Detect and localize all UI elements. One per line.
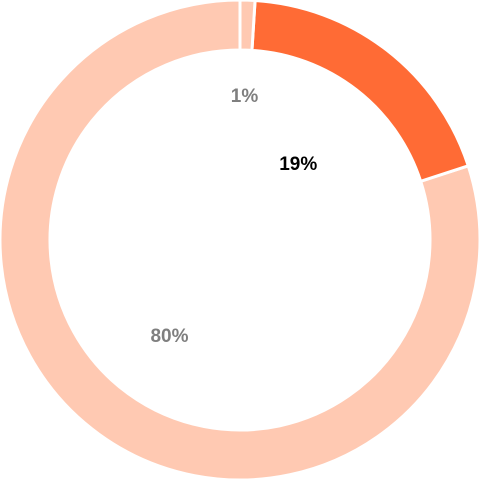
- slice-label-80: 80%: [150, 326, 188, 347]
- donut-slice-1: [238, 0, 257, 52]
- labels-group: 80% 19% 1%: [150, 86, 317, 347]
- slice-label-19: 19%: [279, 154, 317, 175]
- slice-label-1: 1%: [231, 86, 259, 107]
